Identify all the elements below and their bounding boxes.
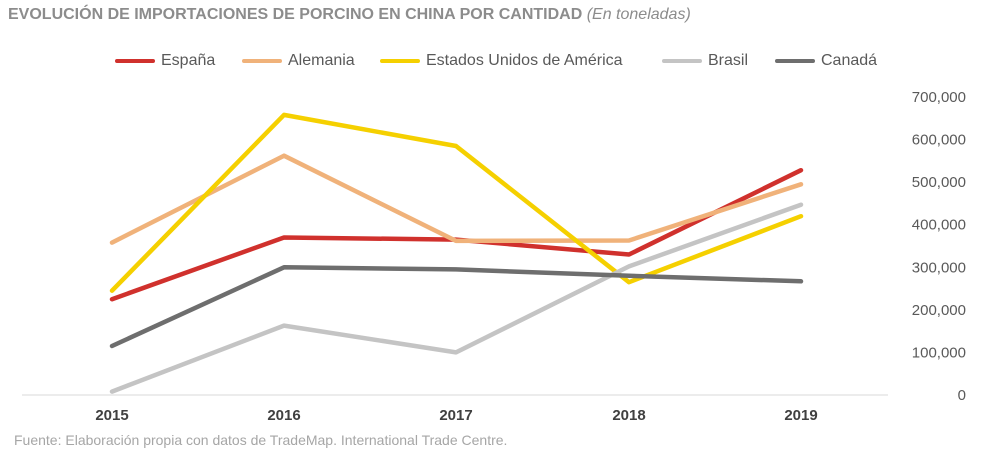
legend-item-canada: Canadá (775, 49, 877, 73)
y-tick-label: 200,000 (912, 302, 966, 319)
legend-item-alemania: Alemania (242, 49, 355, 73)
y-tick-label: 600,000 (912, 132, 966, 149)
chart-legend: España Alemania Estados Unidos de América B… (0, 49, 984, 73)
chart-title: EVOLUCIÓN DE IMPORTACIONES DE PORCINO EN… (8, 6, 691, 24)
legend-label: Estados Unidos de América (426, 52, 623, 69)
x-tick-label: 2016 (267, 407, 300, 424)
y-tick-label: 0 (958, 387, 966, 404)
x-tick-label: 2018 (612, 407, 645, 424)
legend-swatch (662, 59, 702, 63)
x-tick-label: 2015 (95, 407, 128, 424)
x-tick-label: 2017 (439, 407, 472, 424)
y-tick-label: 400,000 (912, 217, 966, 234)
legend-swatch (380, 59, 420, 63)
legend-item-estados-unidos-de-america: Estados Unidos de América (380, 49, 623, 73)
series-line-brasil (109, 202, 804, 394)
legend-label: Alemania (288, 52, 355, 69)
legend-item-espana: España (115, 49, 215, 73)
legend-item-brasil: Brasil (662, 49, 748, 73)
chart-title-unit: (En toneladas) (586, 6, 691, 23)
x-axis: 2015 2016 2017 2018 2019 (95, 407, 817, 424)
legend-swatch (775, 59, 815, 63)
series-line-canada (109, 265, 804, 349)
series-lines (109, 112, 804, 394)
x-tick-label: 2019 (784, 407, 817, 424)
y-axis: 0 100,000 200,000 300,000 400,000 500,000 600,… (912, 89, 966, 404)
legend-label: Brasil (708, 52, 749, 69)
legend-label: España (161, 52, 216, 69)
series-line-alemania (109, 153, 804, 245)
source-note: Fuente: Elaboración propia con datos de … (14, 432, 508, 448)
chart-title-main: EVOLUCIÓN DE IMPORTACIONES DE PORCINO EN… (8, 6, 583, 23)
y-tick-label: 500,000 (912, 174, 966, 191)
legend-label: Canadá (821, 52, 878, 69)
y-tick-label: 100,000 (912, 344, 966, 361)
legend-swatch (115, 59, 155, 63)
legend-swatch (242, 59, 282, 63)
y-tick-label: 700,000 (912, 89, 966, 106)
series-line-estados-unidos-de-america (109, 112, 804, 293)
y-tick-label: 300,000 (912, 259, 966, 276)
